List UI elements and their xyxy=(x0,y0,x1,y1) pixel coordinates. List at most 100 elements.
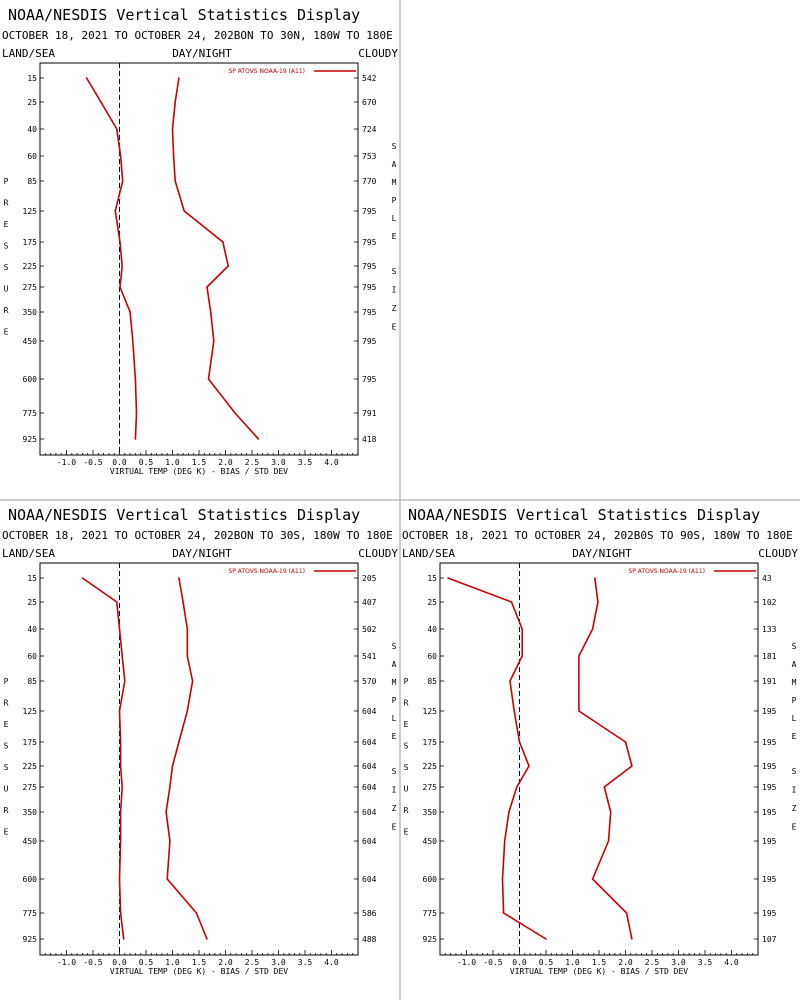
sample-size-label: 541 xyxy=(362,652,377,661)
sample-size-label: 795 xyxy=(362,207,377,216)
data-point xyxy=(597,601,599,603)
x-tick-label: 0.0 xyxy=(112,958,127,967)
pressure-axis-letter: S xyxy=(4,742,9,751)
data-point xyxy=(114,210,117,212)
x-tick-label: 1.5 xyxy=(592,958,607,967)
sample-axis-letter: S xyxy=(792,642,797,651)
legend-label: SP ATOVS NOAA-19 (A11) xyxy=(228,68,305,75)
data-point xyxy=(578,710,580,712)
x-tick-label: 3.0 xyxy=(671,958,686,967)
sample-size-label: 670 xyxy=(362,98,377,107)
pressure-level-label: 600 xyxy=(423,875,438,884)
x-tick-label: -1.0 xyxy=(57,458,76,467)
pressure-axis-letter: E xyxy=(4,720,9,729)
sample-size-label: 43 xyxy=(762,574,772,583)
pressure-axis-letter: E xyxy=(404,720,409,729)
x-tick-label: 4.0 xyxy=(324,458,339,467)
size-axis-letter: I xyxy=(392,286,397,295)
x-tick-label: -0.5 xyxy=(83,958,102,967)
sample-size-label: 604 xyxy=(362,808,377,817)
data-point xyxy=(545,938,547,940)
pressure-level-label: 175 xyxy=(423,738,438,747)
sample-size-label: 795 xyxy=(362,238,377,247)
sample-size-label: 195 xyxy=(762,909,777,918)
pressure-level-label: 15 xyxy=(27,574,37,583)
sample-size-label: 107 xyxy=(762,935,777,944)
sample-axis-letter: L xyxy=(792,714,797,723)
x-axis-label: VIRTUAL TEMP (DEG K) - BIAS / STD DEV xyxy=(110,967,288,976)
data-point xyxy=(503,840,506,842)
pressure-axis-letter: R xyxy=(404,806,409,815)
data-point xyxy=(134,378,137,380)
data-point xyxy=(172,155,175,157)
data-point xyxy=(169,840,171,842)
plot-frame xyxy=(39,562,359,956)
pressure-level-label: 15 xyxy=(27,74,37,83)
sample-size-label: 604 xyxy=(362,875,377,884)
pressure-level-label: 60 xyxy=(27,152,37,161)
pressure-level-label: 450 xyxy=(423,837,438,846)
data-point xyxy=(227,265,229,267)
sample-size-label: 604 xyxy=(362,837,377,846)
sample-size-label: 195 xyxy=(762,783,777,792)
series-line-bias xyxy=(81,577,126,940)
data-point xyxy=(206,938,208,940)
data-point xyxy=(502,912,505,914)
pressure-level-label: 175 xyxy=(23,738,38,747)
data-point xyxy=(631,938,633,940)
data-point xyxy=(521,628,523,630)
pressure-level-label: 25 xyxy=(427,598,437,607)
sample-size-label: 753 xyxy=(362,152,377,161)
pressure-axis-letter: R xyxy=(4,699,9,708)
data-point xyxy=(171,765,174,767)
x-tick-label: 1.5 xyxy=(192,458,207,467)
data-point xyxy=(174,180,176,182)
data-point xyxy=(118,628,121,630)
data-point xyxy=(119,912,122,914)
data-point xyxy=(186,710,189,712)
x-tick-label: 3.5 xyxy=(698,958,713,967)
sample-size-label: 604 xyxy=(362,738,377,747)
sample-size-label: 795 xyxy=(362,375,377,384)
sample-size-label: 205 xyxy=(362,574,377,583)
pressure-axis-letter: S xyxy=(404,763,409,772)
size-axis-letter: E xyxy=(392,323,397,332)
land-sea-label: LAND/SEA xyxy=(2,47,55,60)
data-point xyxy=(222,241,224,243)
pressure-level-label: 225 xyxy=(423,762,438,771)
data-point xyxy=(624,741,627,743)
pressure-level-label: 775 xyxy=(23,909,38,918)
sample-size-label: 195 xyxy=(762,875,777,884)
pressure-level-label: 275 xyxy=(23,783,38,792)
sample-size-label: 770 xyxy=(362,177,377,186)
pressure-level-label: 925 xyxy=(23,935,38,944)
pressure-level-label: 450 xyxy=(23,337,38,346)
pressure-level-label: 175 xyxy=(23,238,38,247)
sample-axis-letter: M xyxy=(792,678,797,687)
x-tick-label: -1.0 xyxy=(457,958,476,967)
chart-title: NOAA/NESDIS Vertical Statistics Display xyxy=(408,506,760,524)
data-point xyxy=(578,655,580,657)
sample-axis-letter: E xyxy=(792,732,797,741)
data-point xyxy=(195,912,198,914)
sample-axis-letter: S xyxy=(392,642,397,651)
cloudy-label: CLOUDY xyxy=(358,547,398,560)
sample-size-label: 795 xyxy=(362,262,377,271)
series-line-std-dev xyxy=(171,77,259,440)
sample-size-label: 604 xyxy=(362,762,377,771)
x-tick-label: 4.0 xyxy=(324,958,339,967)
series-line-bias xyxy=(85,77,138,440)
size-axis-letter: Z xyxy=(792,804,797,813)
data-point xyxy=(509,680,511,682)
size-axis-letter: S xyxy=(792,767,797,776)
pressure-level-label: 60 xyxy=(27,652,37,661)
sample-axis-letter: P xyxy=(392,696,397,705)
data-point xyxy=(528,765,530,767)
x-axis-label: VIRTUAL TEMP (DEG K) - BIAS / STD DEV xyxy=(510,967,688,976)
pressure-level-label: 925 xyxy=(23,435,38,444)
x-tick-label: 3.5 xyxy=(298,458,313,467)
data-point xyxy=(518,741,521,743)
pressure-axis-letter: P xyxy=(4,677,9,686)
series-line-bias xyxy=(447,577,547,940)
pressure-axis-letter: E xyxy=(4,828,9,837)
